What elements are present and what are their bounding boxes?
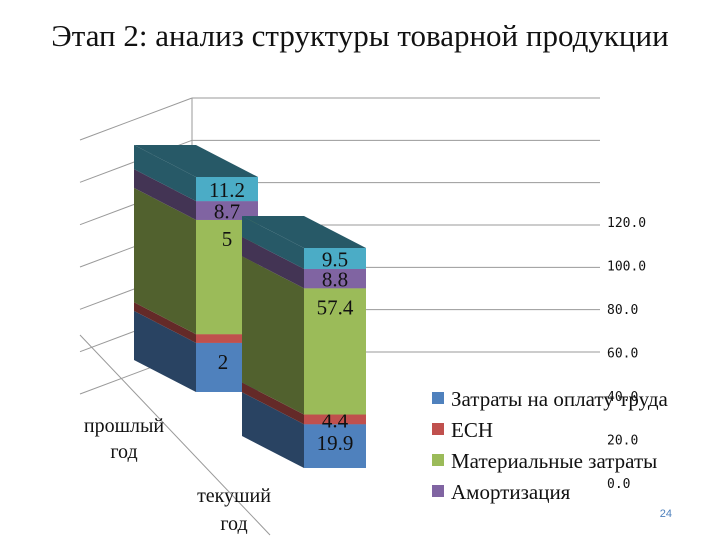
bar-segment: [196, 334, 258, 343]
category-label: год: [110, 441, 137, 463]
y-tick-label: 60.0: [607, 347, 638, 362]
bar-segment: [304, 268, 366, 289]
legend-swatch: [432, 485, 444, 497]
floor-edge: [79, 334, 271, 536]
bar-segment: [304, 414, 366, 425]
bar-stack-previous-year: 2 5 8.711.2: [134, 145, 258, 392]
data-label: 5: [222, 227, 233, 251]
bar-segment-left-face: [242, 382, 304, 425]
bar-segment-left-face: [242, 216, 304, 269]
data-label: 2: [218, 350, 229, 374]
bar-segment: [304, 424, 366, 468]
bar-segment-left-face: [242, 392, 304, 468]
bar-segment-left-face: [134, 310, 196, 392]
bar-segment-left-face: [134, 145, 196, 202]
bar-stack-current-year: 19.94.457.48.89.5: [242, 216, 366, 468]
data-label: 57.4: [317, 295, 354, 319]
bar-top-face: [242, 216, 366, 248]
y-tick-label: 100.0: [607, 260, 646, 275]
y-tick-label: 0.0: [607, 477, 630, 492]
legend-entry: Материальные затраты: [451, 449, 657, 473]
bar-segment-left-face: [134, 187, 196, 335]
bar-segment: [304, 248, 366, 269]
category-label: год: [220, 513, 247, 535]
legend-entry: ЕСН: [451, 418, 493, 442]
legend-swatch: [432, 454, 444, 466]
legend-swatch: [432, 423, 444, 435]
bar-segment-left-face: [134, 302, 196, 343]
bar-segment-left-face: [134, 169, 196, 220]
legend-entry: Амортизация: [451, 480, 571, 504]
category-label: текуший: [197, 485, 271, 507]
y-tick-label: 120.0: [607, 216, 646, 231]
bar-segment: [196, 177, 258, 202]
bar-segment-left-face: [242, 256, 304, 415]
data-label: 8.7: [214, 200, 240, 224]
data-label: 19.9: [317, 431, 354, 455]
bar-segment-left-face: [242, 236, 304, 289]
bar-segment: [304, 288, 366, 415]
category-label: прошлый: [84, 415, 165, 437]
bar-segment: [196, 201, 258, 220]
y-tick-label: 20.0: [607, 434, 638, 449]
legend-entry: Затраты на оплату труда: [451, 387, 669, 411]
data-label: 9.5: [322, 247, 348, 271]
slide-title: Этап 2: анализ структуры товарной продук…: [51, 18, 669, 53]
data-label: 8.8: [322, 268, 348, 292]
legend-swatch: [432, 392, 444, 404]
data-label: 11.2: [209, 178, 245, 202]
gridline-left-6: [79, 97, 193, 141]
page-number: 24: [659, 508, 672, 520]
y-tick-label: 40.0: [607, 390, 638, 405]
y-tick-label: 80.0: [607, 303, 638, 318]
bar-top-face: [134, 145, 258, 177]
